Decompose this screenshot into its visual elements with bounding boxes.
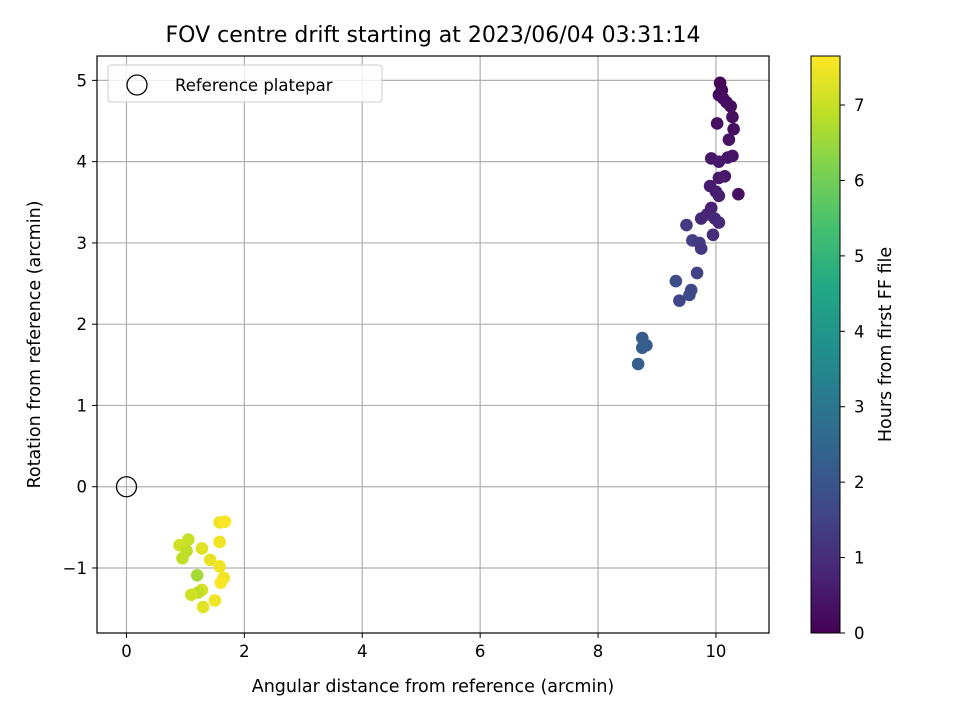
data-point-15 xyxy=(712,171,726,185)
data-point-19 xyxy=(732,187,745,201)
colorbar-ticks: 0 1 2 3 4 5 6 7 xyxy=(840,96,865,643)
legend: Reference platepar xyxy=(107,64,383,103)
data-point-33 xyxy=(683,288,696,302)
data-point-29 xyxy=(694,242,708,255)
data-point-24 xyxy=(712,216,726,229)
colorbar-tick-label: 4 xyxy=(854,322,865,341)
data-point-44 xyxy=(195,542,209,555)
data-point-46 xyxy=(176,551,189,565)
y-tick-label: 4 xyxy=(77,153,88,172)
reference-platepar-marker xyxy=(115,476,138,498)
colorbar-tick-label: 1 xyxy=(854,549,865,568)
data-point-55 xyxy=(208,594,222,607)
colorbar-tick-label: 5 xyxy=(854,247,865,266)
y-tick-label: −1 xyxy=(63,559,87,578)
data-point-38 xyxy=(631,357,645,371)
data-point-34 xyxy=(673,294,686,307)
colorbar-label: Hours from first FF file xyxy=(876,247,896,442)
chart-title: FOV centre drift starting at 2023/06/04 … xyxy=(166,23,701,48)
data-point-37 xyxy=(635,341,649,355)
data-point-56 xyxy=(196,600,210,614)
y-tick-label: 1 xyxy=(77,396,88,415)
legend-marker-open-circle xyxy=(126,74,148,96)
data-point-31 xyxy=(669,274,683,288)
y-tick-label: 0 xyxy=(77,478,88,497)
y-tick-label: 5 xyxy=(77,71,88,90)
data-point-5 xyxy=(724,100,737,113)
data-point-30 xyxy=(690,266,704,280)
data-point-42 xyxy=(213,535,226,549)
colorbar-tick-label: 7 xyxy=(854,96,865,115)
x-tick-label: 0 xyxy=(121,642,132,661)
x-tick-label: 4 xyxy=(357,642,368,661)
colorbar-tick-label: 2 xyxy=(854,473,865,492)
data-point-7 xyxy=(710,117,724,130)
data-point-6 xyxy=(726,110,739,124)
colorbar-tick-label: 3 xyxy=(854,398,865,417)
data-points xyxy=(173,76,745,614)
grid-lines xyxy=(97,56,769,633)
colorbar: 0 1 2 3 4 5 6 7 Hours from first FF file xyxy=(810,55,896,643)
data-point-18 xyxy=(712,189,726,203)
x-axis-label: Angular distance from reference (arcmin) xyxy=(252,677,615,697)
reference-marker-layer xyxy=(115,476,138,498)
data-point-8 xyxy=(727,122,740,136)
data-point-49 xyxy=(190,569,204,582)
y-tick-label: 3 xyxy=(77,234,88,253)
data-point-22 xyxy=(694,212,708,225)
legend-entry-label: Reference platepar xyxy=(175,76,333,95)
x-tick-label: 8 xyxy=(593,642,604,661)
y-axis-label: Rotation from reference (arcmin) xyxy=(25,201,45,489)
data-point-48 xyxy=(213,560,226,573)
legend-box xyxy=(107,64,383,103)
data-point-13 xyxy=(712,155,726,168)
data-point-47 xyxy=(203,553,217,567)
x-tick-label: 10 xyxy=(705,642,726,661)
data-point-54 xyxy=(185,588,198,602)
colorbar-tick-label: 6 xyxy=(854,171,865,190)
axis-ticks: 0 2 4 6 8 10 −1 0 1 2 3 4 5 xyxy=(63,71,727,661)
y-tick-label: 2 xyxy=(77,315,88,334)
data-point-26 xyxy=(706,228,720,242)
data-point-40 xyxy=(218,515,232,528)
data-point-9 xyxy=(722,133,736,147)
colorbar-gradient xyxy=(810,55,841,634)
colorbar-tick-label: 0 xyxy=(854,624,865,643)
x-tick-label: 2 xyxy=(239,642,250,661)
x-tick-label: 6 xyxy=(475,642,486,661)
data-point-51 xyxy=(214,576,228,589)
plot-frame xyxy=(96,55,770,634)
data-point-25 xyxy=(680,218,693,232)
